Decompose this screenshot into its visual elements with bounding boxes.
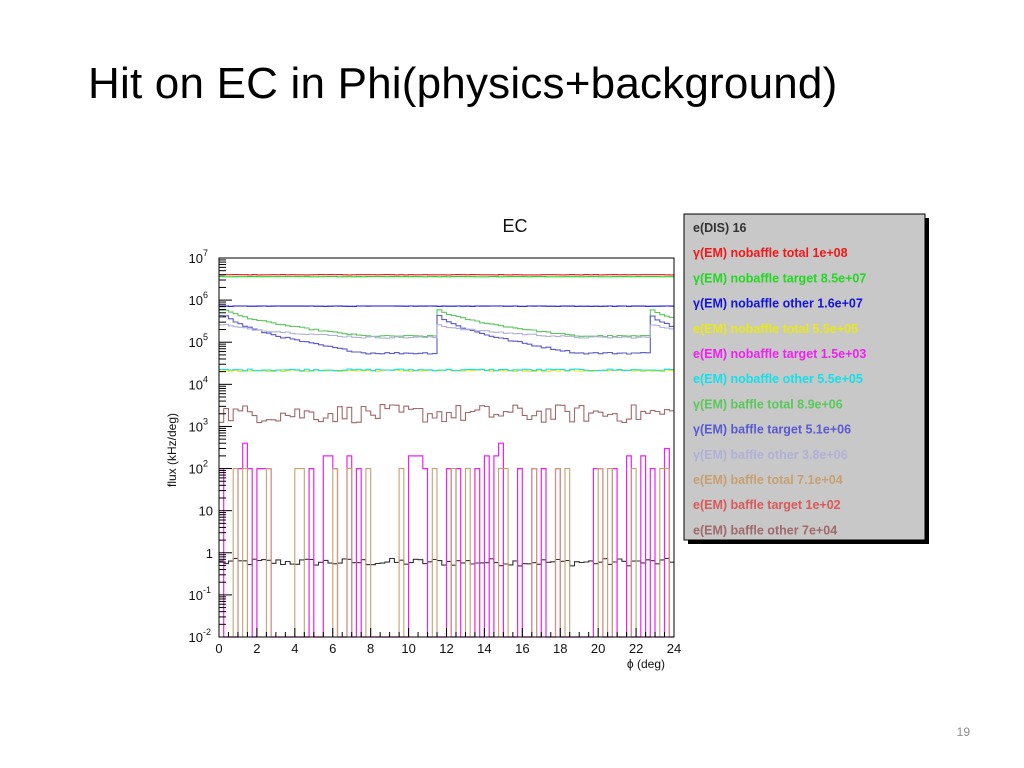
- svg-text:2: 2: [203, 459, 208, 469]
- svg-text:10: 10: [189, 462, 203, 477]
- legend-entry: e(EM) nobaffle target 1.5e+03: [693, 347, 866, 361]
- legend-entry: γ(EM) baffle target 5.1e+06: [693, 423, 851, 437]
- svg-text:10: 10: [189, 419, 203, 434]
- svg-text:10: 10: [189, 630, 203, 645]
- y-tick-label: 10: [199, 504, 213, 519]
- series-line-6: [219, 368, 674, 372]
- legend-entry: γ(EM) nobaffle other 1.6e+07: [693, 297, 863, 311]
- svg-text:4: 4: [203, 374, 208, 384]
- svg-text:10: 10: [189, 251, 203, 266]
- y-tick-label: 10 7: [189, 248, 208, 266]
- x-tick-label: 2: [253, 641, 260, 656]
- x-tick-label: 24: [667, 641, 681, 656]
- y-tick-label: 10 4: [189, 374, 208, 392]
- y-tick-label: 1: [206, 546, 213, 561]
- x-tick-label: 12: [439, 641, 453, 656]
- x-tick-label: 14: [477, 641, 491, 656]
- legend-entry: e(EM) baffle total 7.1e+04: [693, 473, 843, 487]
- x-tick-label: 20: [591, 641, 605, 656]
- x-axis-label: ϕ (deg): [627, 657, 665, 671]
- y-tick-label: 10 6: [189, 290, 208, 308]
- svg-text:5: 5: [203, 332, 208, 342]
- svg-text:10: 10: [189, 588, 203, 603]
- y-axis-label: flux (kHz/deg): [165, 413, 179, 487]
- page-number: 19: [956, 725, 970, 739]
- legend-entry: γ(EM) nobaffle target 8.5e+07: [693, 271, 866, 285]
- legend-entry: e(DIS) 16: [693, 221, 747, 235]
- svg-text:10: 10: [189, 335, 203, 350]
- series-line-12: [219, 404, 674, 424]
- svg-text:6: 6: [203, 290, 208, 300]
- svg-text:3: 3: [203, 416, 208, 426]
- x-tick-label: 4: [291, 641, 298, 656]
- x-tick-label: 10: [401, 641, 415, 656]
- svg-text:-2: -2: [203, 627, 211, 637]
- legend-box: [683, 213, 926, 541]
- y-tick-label: 10 -2: [189, 627, 211, 645]
- histogram-chart: EC flux (kHz/deg) ϕ (deg) 0 2 4 6 8 10 12 14 16 1…: [150, 200, 950, 690]
- legend-entry: γ(EM) baffle total 8.9e+06: [693, 397, 843, 411]
- series-line-7: [219, 309, 674, 338]
- y-tick-label: 10 3: [189, 416, 208, 434]
- svg-text:10: 10: [189, 293, 203, 308]
- x-tick-label: 22: [629, 641, 643, 656]
- x-tick-label: 6: [329, 641, 336, 656]
- svg-text:10: 10: [199, 504, 213, 519]
- y-tick-label: 10 2: [189, 459, 208, 477]
- svg-text:-1: -1: [203, 585, 211, 595]
- y-tick-label: 10 -1: [189, 585, 211, 603]
- svg-text:10: 10: [189, 377, 203, 392]
- svg-text:7: 7: [203, 248, 208, 258]
- legend: e(DIS) 16 γ(EM) nobaffle total 1e+08 γ(EM)…: [683, 213, 929, 544]
- x-tick-label: 16: [515, 641, 529, 656]
- legend-entry: e(EM) nobaffle other 5.5e+05: [693, 372, 863, 386]
- x-tick-label: 8: [367, 641, 374, 656]
- x-tick-label: 18: [553, 641, 567, 656]
- legend-entry: γ(EM) baffle other 3.8e+06: [693, 448, 848, 462]
- series-line-8: [219, 314, 674, 355]
- legend-entry: e(EM) baffle target 1e+02: [693, 498, 841, 512]
- slide-title: Hit on EC in Phi(physics+background): [88, 59, 838, 108]
- legend-entry: e(EM) baffle other 7e+04: [693, 523, 837, 537]
- chart-container: EC flux (kHz/deg) ϕ (deg) 0 2 4 6 8 10 12 14 16 1…: [150, 200, 950, 690]
- svg-text:1: 1: [206, 546, 213, 561]
- x-tick-label: 0: [215, 641, 222, 656]
- legend-entry: γ(EM) nobaffle total 1e+08: [693, 246, 848, 260]
- y-tick-label: 10 5: [189, 332, 208, 350]
- chart-title: EC: [502, 216, 527, 236]
- series-line-9: [219, 323, 674, 339]
- legend-entry: e(EM) nobaffle total 5.5e+05: [693, 322, 858, 336]
